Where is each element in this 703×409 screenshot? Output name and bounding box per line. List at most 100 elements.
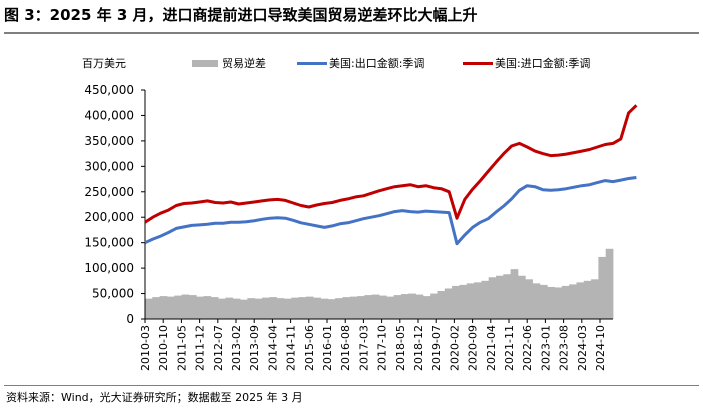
x-axis-ticks: 2010-03 2010-10 2011-05 2011-12 2012-07 2013-… [139, 319, 607, 371]
legend-swatch-deficit [192, 59, 218, 67]
x-tick-label: 2021-11 [503, 325, 516, 371]
y-tick-label: 50,000 [92, 287, 134, 301]
deficit-bar [583, 280, 592, 319]
deficit-bar [181, 294, 190, 319]
deficit-bar [386, 296, 395, 319]
deficit-bar [539, 284, 548, 319]
deficit-bar [503, 274, 512, 319]
y-tick-label: 200,000 [84, 210, 134, 224]
deficit-bar [459, 284, 468, 319]
deficit-bar [291, 297, 299, 319]
deficit-bar [422, 296, 431, 319]
deficit-bar [232, 298, 241, 319]
x-tick-label: 2018-05 [394, 325, 407, 371]
deficit-bar [591, 279, 599, 319]
y-axis-ticks: 0 50,000 100,000 150,000 200,000 250,000 300,0… [84, 83, 145, 326]
deficit-bar [400, 294, 409, 319]
legend-item-imports: 美国:进口金额:季调 [463, 55, 590, 71]
deficit-bar [269, 297, 278, 319]
deficit-bar [349, 296, 358, 319]
x-tick-label: 2013-02 [230, 325, 243, 371]
x-tick-label: 2014-11 [285, 325, 298, 371]
legend-swatch-exports [297, 61, 327, 65]
legend-swatch-imports [463, 61, 493, 65]
x-tick-label: 2020-02 [448, 325, 461, 371]
deficit-bar [357, 296, 365, 319]
deficit-bar [283, 298, 292, 319]
x-tick-label: 2017-03 [357, 325, 370, 371]
deficit-bar [437, 291, 446, 319]
x-tick-label: 2010-03 [139, 325, 152, 371]
deficit-bar [196, 296, 204, 319]
deficit-bar [327, 299, 336, 319]
x-tick-label: 2020-09 [467, 325, 480, 371]
deficit-bar [525, 279, 533, 319]
y-tick-label: 250,000 [84, 185, 134, 199]
deficit-bar [188, 295, 197, 319]
y-tick-label: 450,000 [84, 83, 134, 97]
deficit-bar [393, 295, 402, 319]
x-tick-label: 2019-07 [430, 325, 443, 371]
legend-label-deficit: 贸易逆差 [222, 57, 266, 70]
x-tick-label: 2016-08 [339, 325, 352, 371]
deficit-bar [379, 295, 387, 319]
deficit-bar [598, 256, 607, 319]
x-tick-label: 2017-10 [376, 325, 389, 371]
deficit-bar [569, 284, 577, 319]
exports-line [144, 176, 637, 246]
deficit-bar [210, 297, 219, 319]
deficit-bar [474, 282, 482, 319]
title-divider [4, 32, 699, 34]
legend-item-exports: 美国:出口金额:季调 [297, 55, 424, 71]
x-tick-label: 2010-10 [157, 325, 170, 371]
chart-title: 图 3：2025 年 3 月，进口商提前进口导致美国贸易逆差环比大幅上升 [4, 6, 478, 24]
x-tick-label: 2015-06 [303, 325, 316, 371]
axes [144, 90, 613, 320]
deficit-bar [276, 298, 285, 319]
deficit-bar [174, 295, 182, 319]
deficit-bar [532, 283, 541, 319]
source-note: 资料来源：Wind，光大证券研究所；数据截至 2025 年 3 月 [6, 391, 303, 404]
legend-label-imports: 美国:进口金额:季调 [495, 57, 591, 70]
deficit-bar [159, 296, 168, 319]
deficit-bar [240, 299, 248, 319]
y-tick-label: 0 [126, 312, 134, 326]
deficit-bar [335, 298, 343, 319]
y-tick-label: 150,000 [84, 236, 134, 250]
x-tick-label: 2023-01 [539, 325, 552, 371]
deficit-bar [218, 298, 226, 319]
x-tick-label: 2018-12 [412, 325, 425, 371]
deficit-bar [517, 275, 526, 319]
deficit-bar [452, 285, 460, 319]
footer-divider [4, 385, 699, 386]
deficit-bar [561, 285, 570, 319]
deficit-bar [342, 297, 351, 319]
legend-item-deficit: 贸易逆差 [192, 55, 266, 71]
deficit-bar [576, 282, 585, 319]
x-tick-label: 2022-06 [521, 325, 534, 371]
deficit-bar [605, 248, 614, 319]
deficit-bar [203, 296, 212, 319]
deficit-bar [152, 297, 161, 319]
y-tick-label: 100,000 [84, 261, 134, 275]
deficit-bar [298, 297, 307, 319]
deficit-bars [145, 248, 614, 319]
legend-label-exports: 美国:出口金额:季调 [329, 57, 425, 70]
deficit-bar [415, 294, 424, 319]
x-tick-label: 2016-01 [321, 325, 334, 371]
deficit-bar [430, 293, 438, 319]
deficit-bar [481, 280, 490, 319]
x-tick-label: 2024-10 [594, 325, 607, 371]
deficit-bar [510, 269, 519, 319]
x-tick-label: 2011-12 [194, 325, 207, 371]
imports-line [144, 104, 638, 224]
deficit-bar [547, 286, 555, 319]
deficit-bar [320, 298, 329, 319]
deficit-bar [145, 298, 153, 319]
y-axis-unit-label: 百万美元 [82, 57, 126, 70]
deficit-bar [466, 283, 475, 319]
deficit-bar [262, 297, 270, 319]
deficit-bar [496, 275, 504, 319]
x-tick-label: 2023-08 [558, 325, 571, 371]
